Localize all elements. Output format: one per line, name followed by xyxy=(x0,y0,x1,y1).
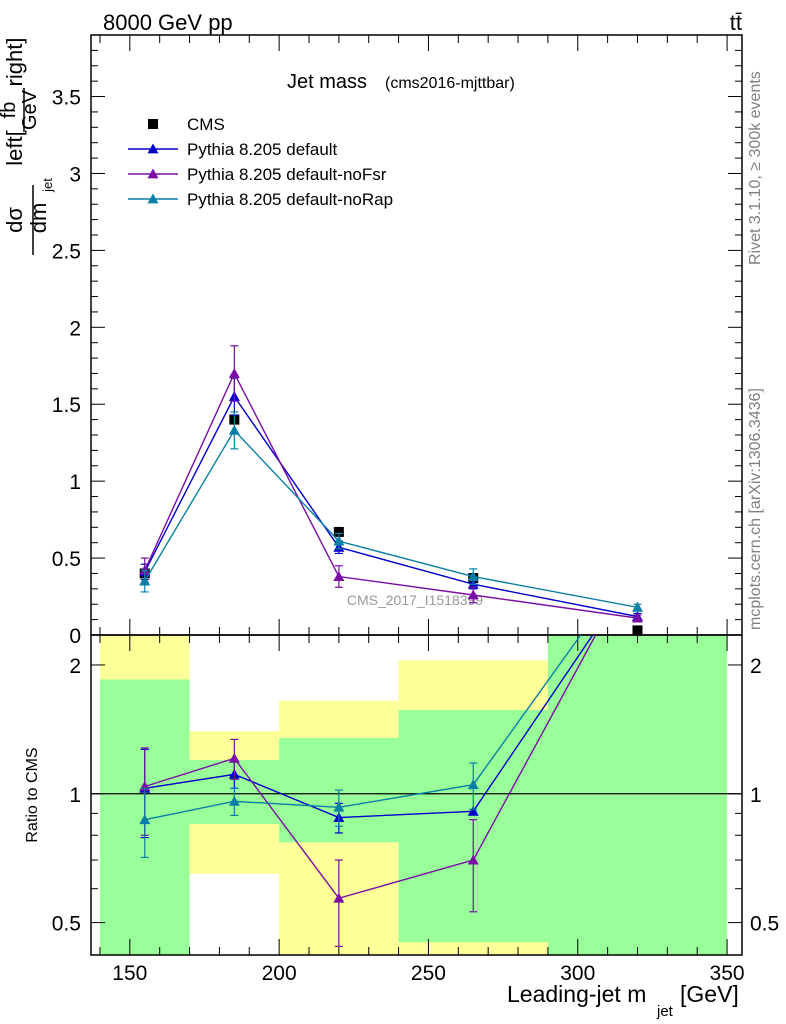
legend: CMS Pythia 8.205 default Pythia 8.205 defa… xyxy=(128,115,393,209)
main-ytick-label: 0.5 xyxy=(52,548,81,571)
svg-text:right]: right] xyxy=(2,38,27,87)
ratio-series-pythia-8.205-default-norap xyxy=(139,635,582,859)
ratio-xtick-label: 150 xyxy=(112,962,147,985)
ratio-point xyxy=(228,795,240,806)
ratio-ytick-label-right: 0.5 xyxy=(750,913,779,936)
ratio-point xyxy=(467,779,479,790)
main-ytick-label: 1 xyxy=(69,471,81,494)
main-point xyxy=(467,589,479,600)
mcplots-side-label: mcplots.cern.ch [arXiv:1306.3436] xyxy=(747,388,764,630)
ratio-point xyxy=(467,805,479,816)
band-inner-4 xyxy=(547,635,728,955)
ratio-xtick-label: 250 xyxy=(411,962,446,985)
legend-marker-cms xyxy=(148,119,158,129)
energy-label: 8000 GeV pp xyxy=(103,10,233,35)
ratio-ytick-label: 0.5 xyxy=(52,913,81,936)
main-point xyxy=(631,612,643,623)
ratio-bands xyxy=(99,635,728,955)
ratio-point xyxy=(333,892,345,903)
y-axis-label-main: dσ dm jet left[ fb GeV right] xyxy=(0,38,55,255)
legend-label: Pythia 8.205 default xyxy=(187,140,338,159)
ratio-ytick-label-right: 2 xyxy=(750,655,762,678)
main-ytick-label: 0 xyxy=(69,625,81,648)
svg-text:jet: jet xyxy=(40,178,55,193)
ratio-ylabel: Ratio to CMS xyxy=(24,747,41,842)
ratio-ytick-label-right: 1 xyxy=(750,784,762,807)
main-series-line xyxy=(144,429,638,608)
legend-label: Pythia 8.205 default-noRap xyxy=(187,190,393,209)
cms-point xyxy=(632,625,643,635)
main-series-pythia-8.205-default-nofsr xyxy=(139,345,643,623)
main-ytick-label: 2 xyxy=(69,317,81,340)
legend-marker xyxy=(147,193,159,204)
ratio-xtick-label: 350 xyxy=(710,962,745,985)
svg-text:GeV: GeV xyxy=(19,89,41,130)
main-series-pythia-8.205-default-norap xyxy=(139,411,643,612)
legend-label: CMS xyxy=(187,115,225,134)
ratio-ytick-label: 2 xyxy=(69,655,81,678)
main-point xyxy=(631,601,643,612)
ratio-series-pythia-8.205-default-nofsr xyxy=(139,635,597,947)
ratio-xtick-label: 300 xyxy=(560,962,595,985)
svg-text:fb: fb xyxy=(0,102,20,119)
ratio-point xyxy=(467,854,479,865)
main-ytick-label: 2.5 xyxy=(52,240,81,263)
chart-title: Jet mass xyxy=(287,71,367,93)
main-point xyxy=(228,367,240,378)
main-point xyxy=(467,571,479,581)
rivet-side-label: Rivet 3.1.10, ≥ 300k events xyxy=(747,71,764,265)
svg-text:left[: left[ xyxy=(2,130,27,165)
main-series-pythia-8.205-default xyxy=(139,377,643,621)
legend-label: Pythia 8.205 default-noFsr xyxy=(187,165,387,184)
analysis-watermark: CMS_2017_I1518399 xyxy=(347,592,483,608)
svg-text:dm: dm xyxy=(26,203,51,234)
svg-text:Leading-jet m: Leading-jet m xyxy=(507,981,646,1007)
ratio-ytick-label: 1 xyxy=(69,784,81,807)
svg-text:jet: jet xyxy=(656,1003,674,1020)
main-point xyxy=(139,575,151,586)
svg-text:dσ: dσ xyxy=(2,207,27,233)
ratio-frame xyxy=(90,634,743,956)
x-axis-label: Leading-jet m jet [GeV] xyxy=(507,981,739,1020)
legend-marker xyxy=(147,168,159,179)
main-point xyxy=(333,535,345,546)
axis-ticks: 0 0.5 1 1.5 2 2.5 3 3.5 150 200 250 300 350 0.5 0.5 1 1 2… xyxy=(52,34,779,985)
main-point xyxy=(228,424,240,435)
ratio-point xyxy=(333,801,345,812)
ratio-point xyxy=(228,752,240,763)
cms-point xyxy=(333,526,344,537)
ratio-xtick-label: 200 xyxy=(262,962,297,985)
main-point xyxy=(333,571,345,581)
chart-subtitle: (cms2016-mjttbar) xyxy=(385,75,515,92)
main-ytick-label: 3 xyxy=(69,163,81,186)
main-series-line xyxy=(144,371,638,619)
main-ytick-label: 3.5 xyxy=(52,87,81,110)
ratio-point xyxy=(139,814,151,825)
process-label: tt̄ xyxy=(730,10,742,35)
legend-marker xyxy=(147,143,159,154)
svg-text:[GeV]: [GeV] xyxy=(680,981,739,1007)
plot-layer: 0 0.5 1 1.5 2 2.5 3 3.5 150 200 250 300 350 0.5 0.5 1 1 2… xyxy=(52,34,779,985)
main-ytick-label: 1.5 xyxy=(52,394,81,417)
